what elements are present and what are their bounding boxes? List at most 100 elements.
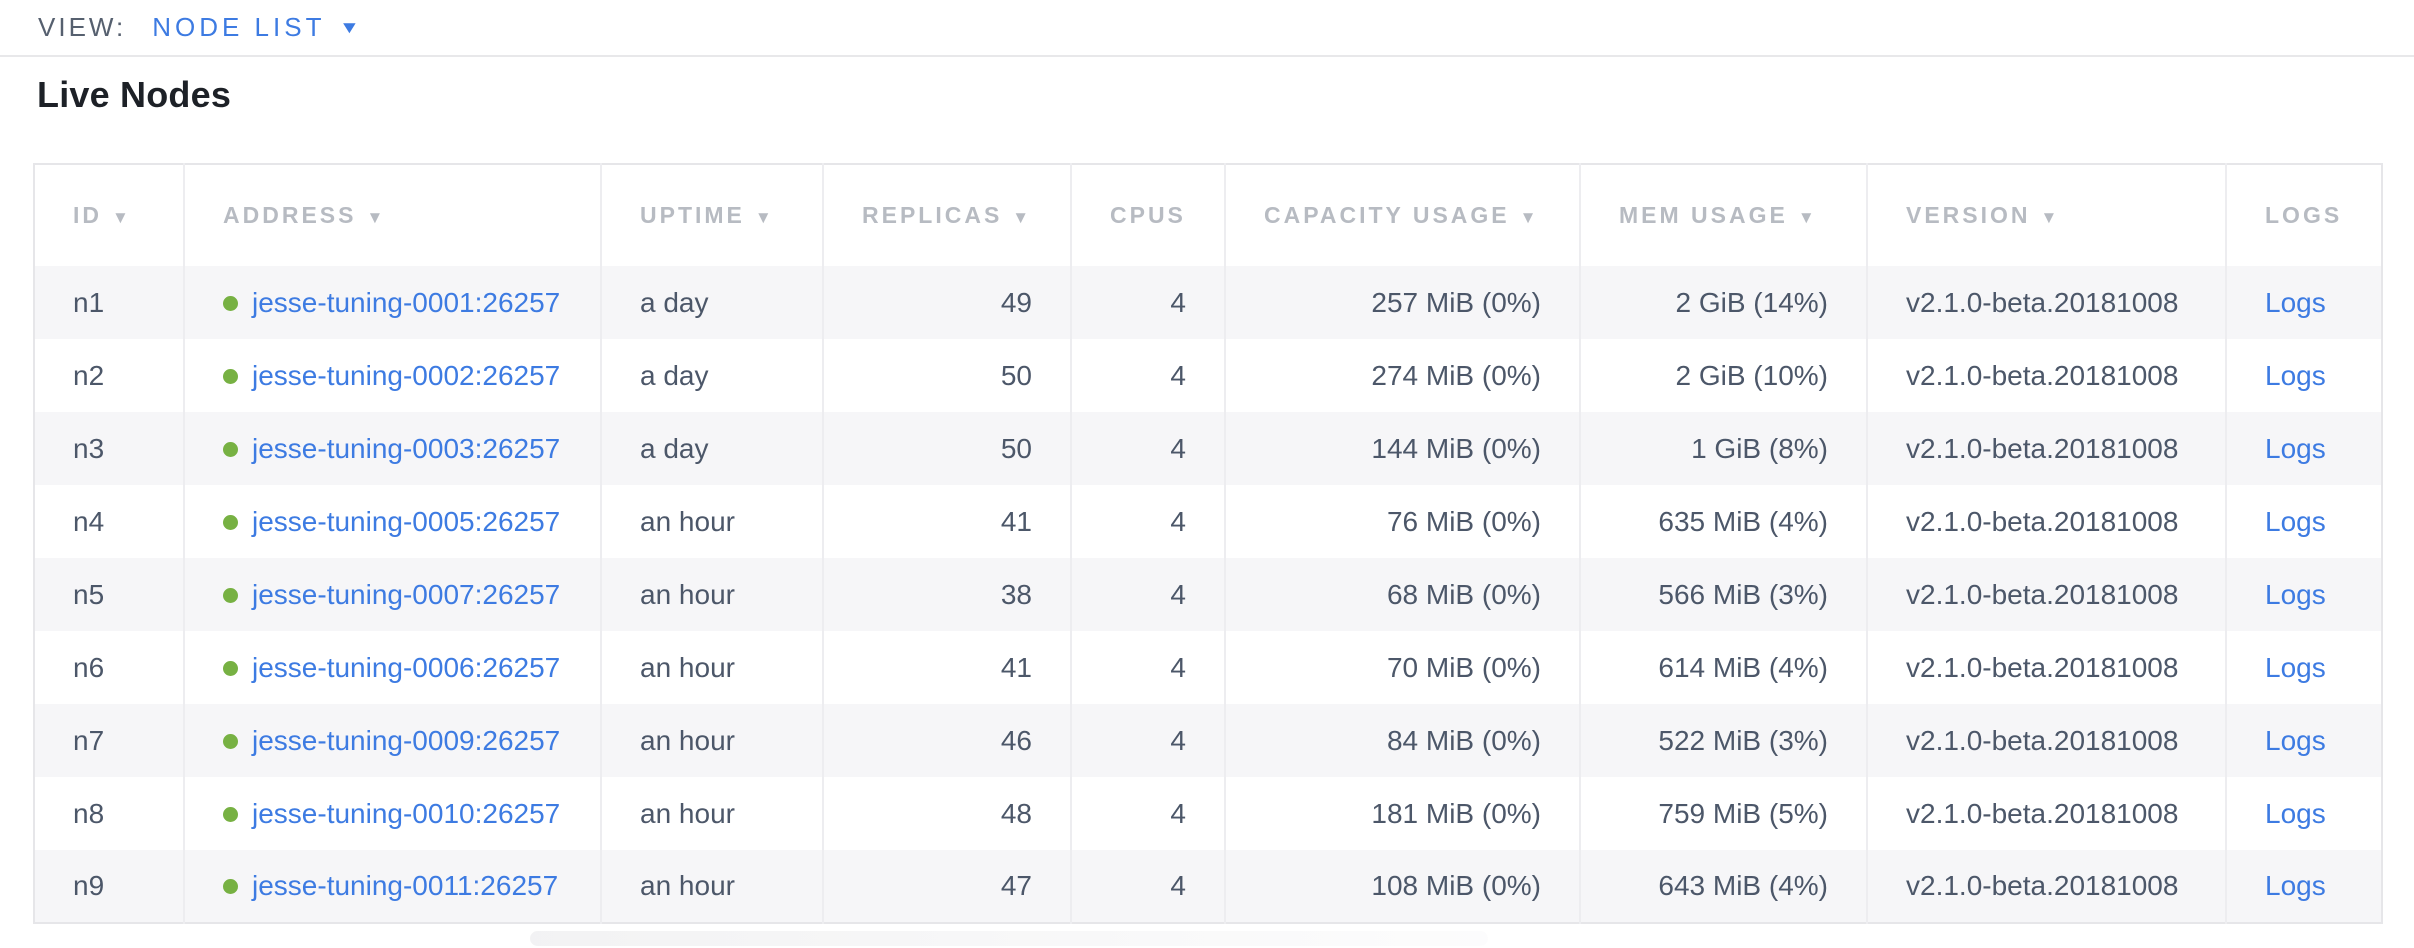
table-row: n9 jesse-tuning-0011:26257 an hour 47 4 …	[34, 850, 2382, 923]
mem-usage-cell: 635 MiB (4%)	[1579, 485, 1867, 558]
logs-cell: Logs	[2225, 412, 2382, 485]
version-cell: v2.1.0-beta.20181008	[1866, 412, 2226, 485]
logs-link[interactable]: Logs	[2265, 432, 2326, 464]
table-header-row: ID ▼ ADDRESS ▼ UPTIME ▼ REPLICAS ▼ CPUS CAPA…	[34, 164, 2382, 266]
uptime-cell: an hour	[600, 631, 823, 704]
column-header-capacity-usage[interactable]: CAPACITY USAGE ▼	[1224, 164, 1580, 266]
node-address-link[interactable]: jesse-tuning-0005:26257	[252, 505, 561, 537]
view-dropdown[interactable]: NODE LIST ▼	[152, 12, 361, 43]
horizontal-scrollbar[interactable]	[530, 931, 1488, 946]
version-cell: v2.1.0-beta.20181008	[1866, 339, 2226, 412]
node-live-status-icon	[223, 660, 238, 676]
node-address-link[interactable]: jesse-tuning-0010:26257	[252, 797, 561, 829]
node-address-cell: jesse-tuning-0002:26257	[183, 339, 601, 412]
node-id-cell: n5	[73, 578, 105, 610]
logs-link[interactable]: Logs	[2265, 578, 2326, 610]
view-label: VIEW:	[38, 12, 127, 42]
capacity-usage-cell: 274 MiB (0%)	[1224, 339, 1580, 412]
version-cell: v2.1.0-beta.20181008	[1866, 266, 2226, 339]
cpus-cell: 4	[1070, 412, 1225, 485]
cpus-cell: 4	[1070, 777, 1225, 850]
column-header-version[interactable]: VERSION ▼	[1866, 164, 2226, 266]
logs-cell: Logs	[2225, 777, 2382, 850]
version-cell: v2.1.0-beta.20181008	[1866, 704, 2226, 777]
column-header-uptime[interactable]: UPTIME ▼	[600, 164, 823, 266]
view-dropdown-value: NODE LIST	[152, 12, 326, 42]
cpus-cell: 4	[1070, 266, 1225, 339]
table-row: n5 jesse-tuning-0007:26257 an hour 38 4 …	[34, 558, 2382, 631]
node-address-link[interactable]: jesse-tuning-0003:26257	[252, 432, 561, 464]
node-address-link[interactable]: jesse-tuning-0006:26257	[252, 651, 561, 683]
table-row: n1 jesse-tuning-0001:26257 a day 49 4 25…	[34, 266, 2382, 339]
node-id-cell: n4	[73, 505, 105, 537]
sort-arrow-icon: ▼	[754, 208, 775, 227]
sort-arrow-icon: ▼	[112, 208, 132, 227]
logs-cell: Logs	[2225, 631, 2382, 704]
node-id-cell: n9	[73, 870, 105, 901]
node-address-link[interactable]: jesse-tuning-0002:26257	[252, 359, 561, 391]
chevron-down-icon: ▼	[339, 17, 361, 37]
capacity-usage-cell: 144 MiB (0%)	[1224, 412, 1580, 485]
node-id-cell: n8	[73, 797, 105, 829]
uptime-cell: a day	[600, 339, 823, 412]
column-header-cpus: CPUS	[1070, 164, 1225, 266]
node-address-cell: jesse-tuning-0007:26257	[183, 558, 601, 631]
node-live-status-icon	[223, 295, 238, 311]
uptime-cell: an hour	[600, 704, 823, 777]
uptime-cell: a day	[600, 412, 823, 485]
uptime-cell: an hour	[600, 558, 823, 631]
node-address-link[interactable]: jesse-tuning-0009:26257	[252, 724, 561, 756]
logs-link[interactable]: Logs	[2265, 651, 2326, 683]
table-row: n8 jesse-tuning-0010:26257 an hour 48 4 …	[34, 777, 2382, 850]
logs-cell: Logs	[2225, 339, 2382, 412]
node-address-link[interactable]: jesse-tuning-0001:26257	[252, 286, 561, 318]
logs-cell: Logs	[2225, 266, 2382, 339]
replicas-cell: 41	[822, 631, 1071, 704]
column-header-address[interactable]: ADDRESS ▼	[183, 164, 601, 266]
logs-link[interactable]: Logs	[2265, 505, 2326, 537]
logs-link[interactable]: Logs	[2265, 724, 2326, 756]
node-address-cell: jesse-tuning-0006:26257	[183, 631, 601, 704]
replicas-cell: 50	[822, 412, 1071, 485]
mem-usage-cell: 614 MiB (4%)	[1579, 631, 1867, 704]
capacity-usage-cell: 257 MiB (0%)	[1224, 266, 1580, 339]
cpus-cell: 4	[1070, 850, 1225, 923]
replicas-cell: 48	[822, 777, 1071, 850]
node-live-status-icon	[223, 441, 238, 457]
column-header-logs: LOGS	[2225, 164, 2382, 266]
version-cell: v2.1.0-beta.20181008	[1866, 777, 2226, 850]
mem-usage-cell: 759 MiB (5%)	[1579, 777, 1867, 850]
column-header-mem-usage[interactable]: MEM USAGE ▼	[1579, 164, 1867, 266]
sort-arrow-icon: ▼	[2040, 208, 2061, 227]
capacity-usage-cell: 181 MiB (0%)	[1224, 777, 1580, 850]
table-row: n6 jesse-tuning-0006:26257 an hour 41 4 …	[34, 631, 2382, 704]
node-id-cell: n7	[73, 724, 105, 756]
capacity-usage-cell: 70 MiB (0%)	[1224, 631, 1580, 704]
mem-usage-cell: 643 MiB (4%)	[1579, 850, 1867, 923]
replicas-cell: 47	[822, 850, 1071, 923]
logs-link[interactable]: Logs	[2265, 797, 2326, 829]
table-row: n4 jesse-tuning-0005:26257 an hour 41 4 …	[34, 485, 2382, 558]
node-live-status-icon	[223, 806, 238, 822]
uptime-cell: an hour	[600, 850, 823, 923]
column-header-id[interactable]: ID ▼	[73, 202, 132, 228]
mem-usage-cell: 2 GiB (14%)	[1579, 266, 1867, 339]
mem-usage-cell: 522 MiB (3%)	[1579, 704, 1867, 777]
cpus-cell: 4	[1070, 485, 1225, 558]
logs-link[interactable]: Logs	[2265, 286, 2326, 318]
node-address-link[interactable]: jesse-tuning-0011:26257	[252, 870, 559, 901]
uptime-cell: a day	[600, 266, 823, 339]
logs-cell: Logs	[2225, 704, 2382, 777]
logs-link[interactable]: Logs	[2265, 870, 2326, 901]
uptime-cell: an hour	[600, 777, 823, 850]
sort-arrow-icon: ▼	[366, 208, 387, 227]
cpus-cell: 4	[1070, 631, 1225, 704]
capacity-usage-cell: 76 MiB (0%)	[1224, 485, 1580, 558]
node-id-cell: n6	[73, 651, 105, 683]
logs-cell: Logs	[2225, 850, 2382, 923]
live-nodes-table: ID ▼ ADDRESS ▼ UPTIME ▼ REPLICAS ▼ CPUS CAPA…	[33, 163, 2383, 924]
node-address-link[interactable]: jesse-tuning-0007:26257	[252, 578, 561, 610]
logs-link[interactable]: Logs	[2265, 359, 2326, 391]
column-header-replicas[interactable]: REPLICAS ▼	[822, 164, 1071, 266]
logs-cell: Logs	[2225, 558, 2382, 631]
